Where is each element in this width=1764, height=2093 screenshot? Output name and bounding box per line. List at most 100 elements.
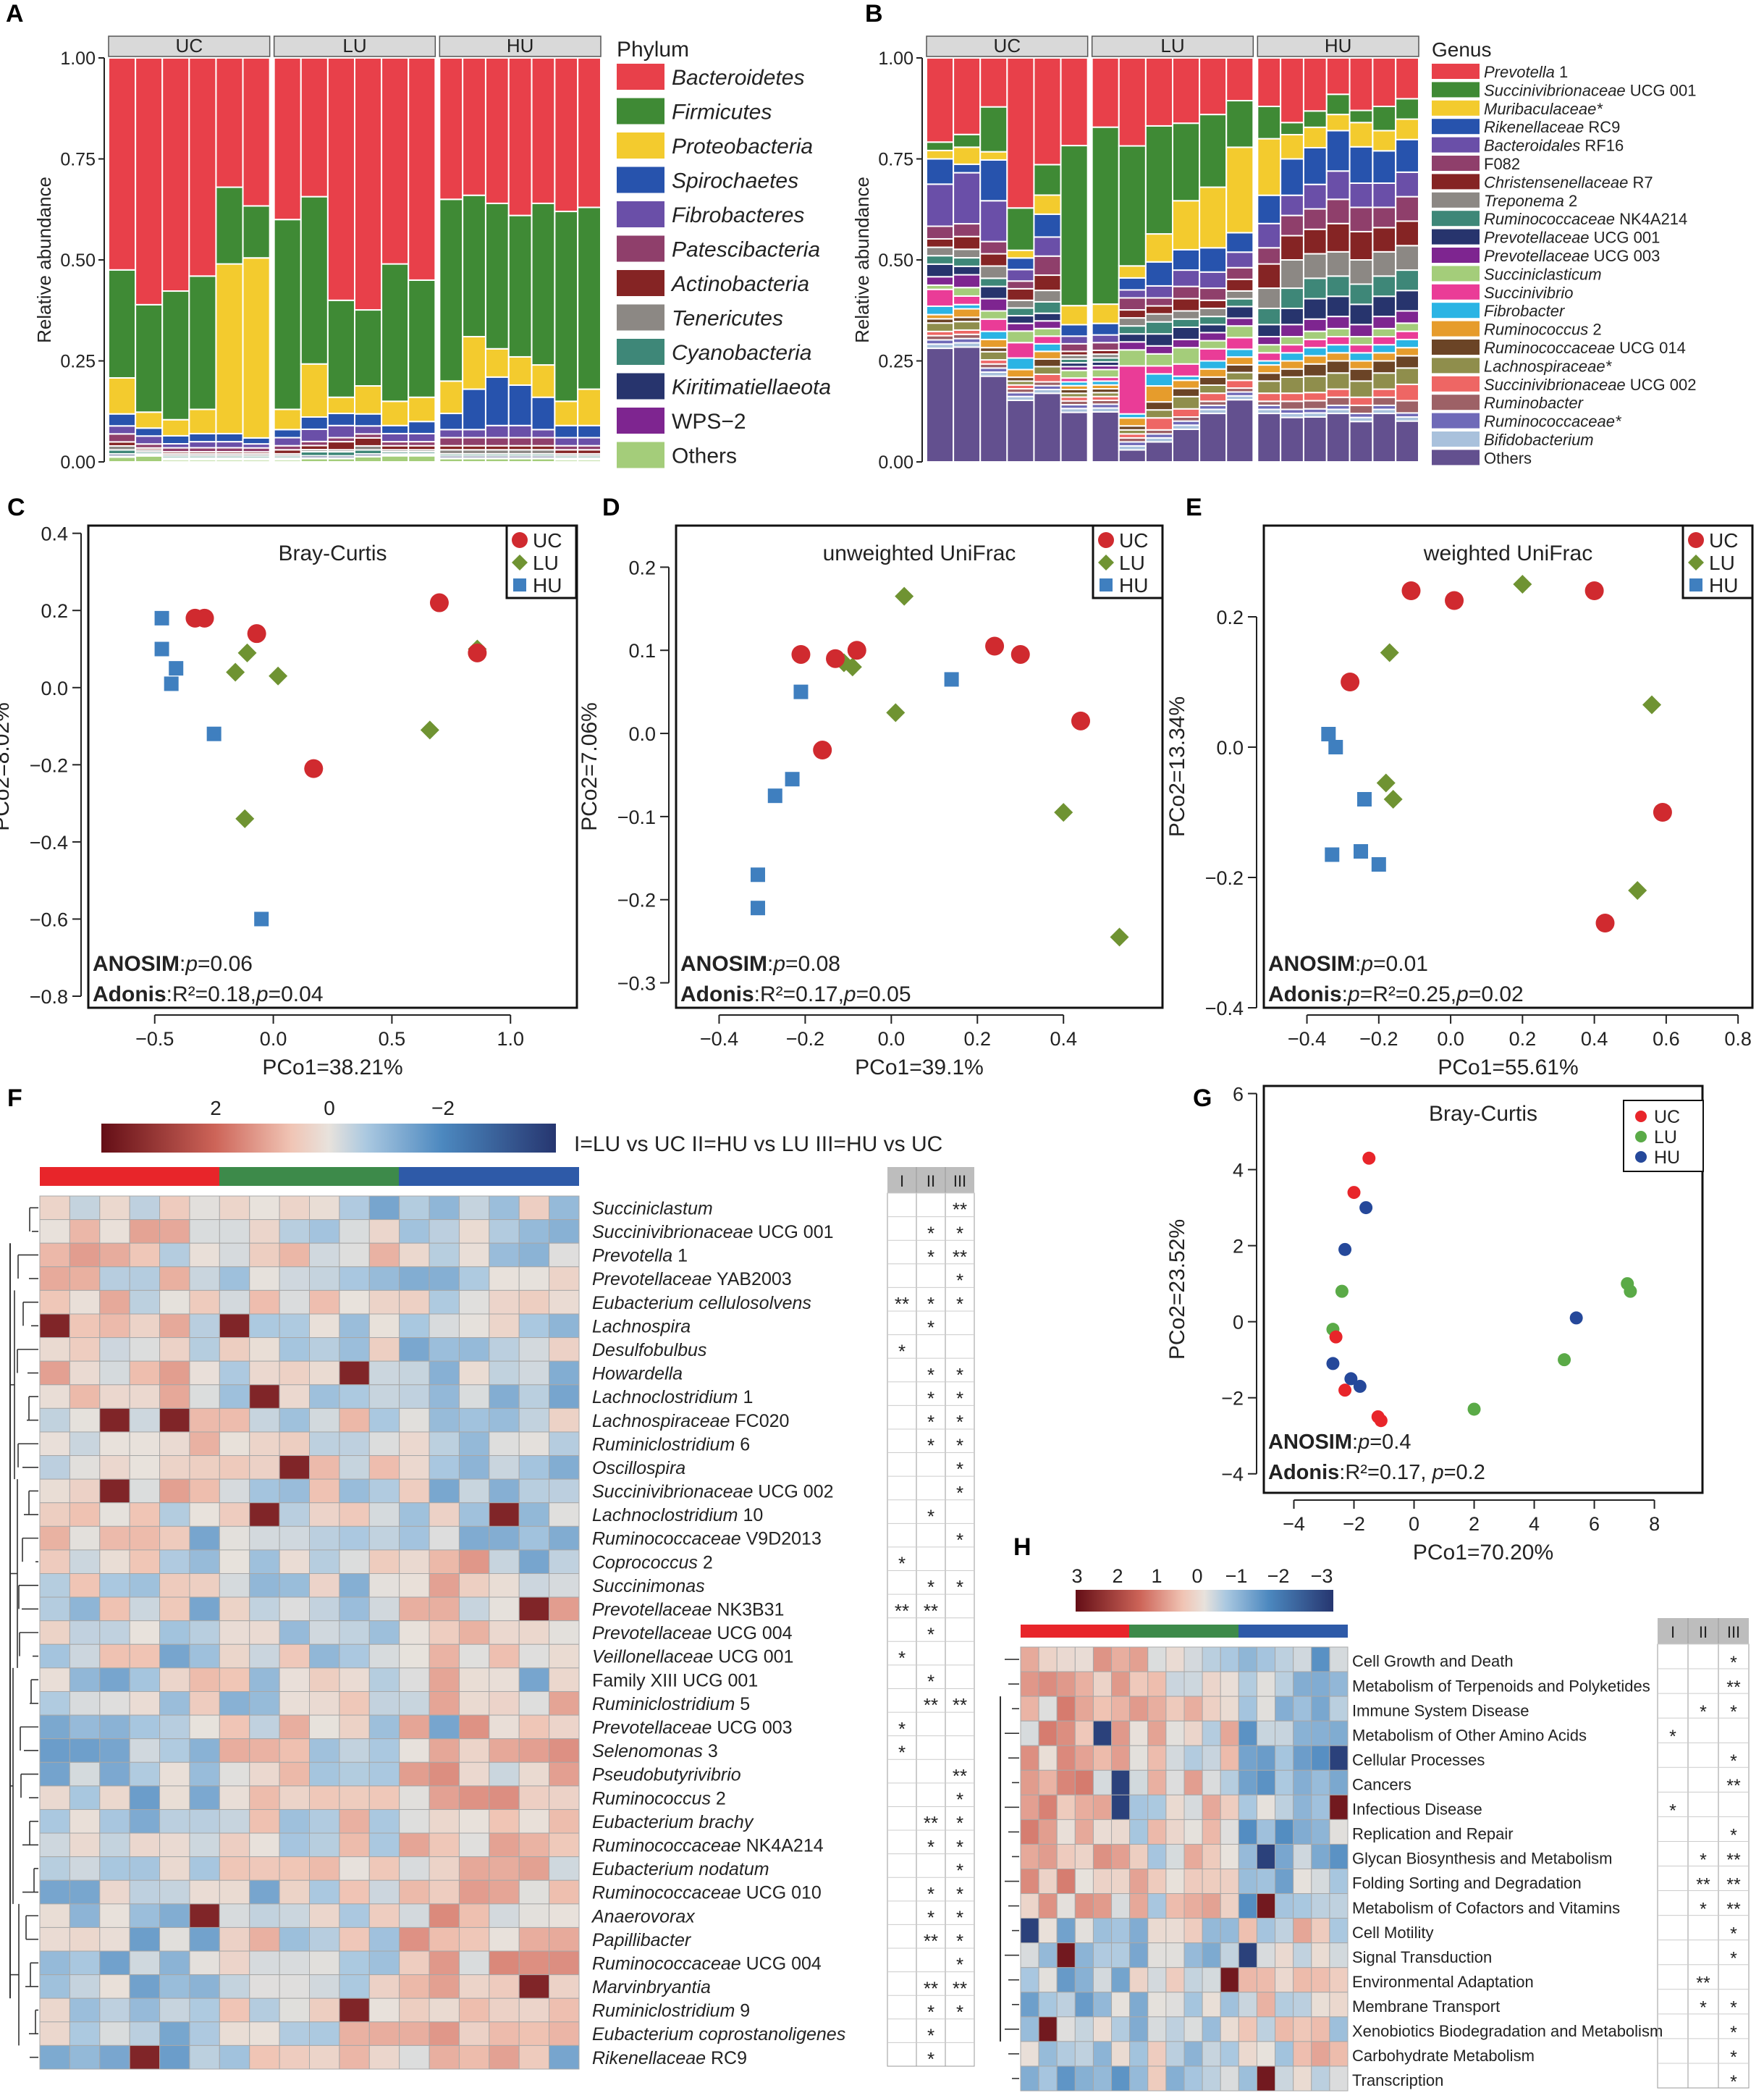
bar-segment: [1280, 360, 1304, 370]
point-lu: [886, 703, 906, 723]
heatmap-cell: [99, 1690, 130, 1716]
x-tick-label: 0.0: [878, 1028, 906, 1050]
bar-segment: [161, 57, 190, 292]
heatmap-cell: [1074, 1769, 1094, 1795]
bar-segment: [135, 411, 164, 429]
heatmap-cell: [1165, 1671, 1185, 1697]
bar-segment: [1199, 376, 1228, 386]
heatmap-cell: [309, 1950, 340, 1976]
bar-segment: [300, 57, 329, 198]
heatmap-cell: [1220, 1794, 1239, 1820]
legend-swatch: [1432, 395, 1480, 410]
heatmap-cell: [518, 1289, 550, 1315]
heatmap-cell: [129, 1525, 161, 1551]
bar-segment: [300, 428, 329, 442]
bar-segment: [531, 364, 556, 398]
significance-mark: *: [1730, 2023, 1737, 2043]
row-label: Infectious Disease: [1352, 1801, 1482, 1819]
significance-mark: *: [1730, 2072, 1737, 2092]
heatmap-cell: [339, 1525, 370, 1551]
bar-segment: [1033, 366, 1062, 375]
legend-entry: Treponema 2: [1484, 192, 1577, 210]
text-span: p: [1431, 1461, 1443, 1484]
text-span: ANOSIM: [1268, 952, 1355, 976]
heatmap-cell: [39, 1219, 70, 1244]
heatmap-cell: [159, 1549, 190, 1575]
heatmap-cell: [549, 1289, 580, 1315]
row-label: Papillibacter: [592, 1930, 692, 1950]
legend-entry: UC: [1654, 1107, 1680, 1127]
bar-segment: [1225, 100, 1254, 148]
bar-segment: [507, 57, 533, 216]
group-bar-uc: [1021, 1625, 1129, 1638]
heatmap-cell: [1165, 1918, 1185, 1944]
heatmap-cell: [339, 1879, 370, 1905]
bar-segment: [1395, 322, 1419, 332]
significance-mark: **: [924, 1930, 938, 1952]
significance-mark: *: [956, 1576, 963, 1598]
bar-segment: [135, 427, 164, 437]
heatmap-cell: [1111, 1769, 1131, 1795]
heatmap-cell: [1256, 1893, 1276, 1919]
heatmap-cell: [1038, 1843, 1058, 1869]
point-uc: [1401, 581, 1421, 600]
text-span: Ruminococcaceae: [592, 1883, 741, 1903]
heatmap-cell: [129, 1195, 161, 1221]
heatmap-cell: [189, 1407, 220, 1433]
heatmap-cell: [1092, 1869, 1113, 1895]
bar-segment: [439, 198, 464, 382]
heatmap-cell: [549, 1903, 580, 1928]
bar-segment: [1033, 335, 1062, 345]
bar-segment: [1372, 396, 1397, 406]
bar-segment: [577, 437, 602, 447]
heatmap-cell: [39, 1926, 70, 1952]
heatmap-cell: [489, 1195, 520, 1221]
heatmap-cell: [1238, 1918, 1257, 1944]
heatmap-cell: [399, 1195, 430, 1221]
text-span: Prevotellaceae: [592, 1600, 712, 1620]
heatmap-cell: [309, 2021, 340, 2046]
bar-segment: [1091, 410, 1120, 463]
text-span: ANOSIM: [680, 952, 767, 976]
legend-phylum: PhylumBacteroidetesFirmicutesProteobacte…: [617, 38, 831, 468]
bar-segment: [1302, 375, 1328, 394]
bar-segment: [1144, 233, 1174, 263]
row-label: Ruminiclostridium 5: [592, 1694, 750, 1714]
sig-header-label: II: [1699, 1623, 1708, 1641]
sig-header: [1658, 1618, 1749, 1644]
bar-segment: [1118, 309, 1147, 319]
heatmap-cell: [1129, 1942, 1149, 1968]
heatmap-cell: [309, 1289, 340, 1315]
heatmap-cell: [249, 1455, 280, 1480]
heatmap-cell: [249, 1690, 280, 1716]
heatmap-cell: [279, 1337, 311, 1362]
bar-segment: [953, 57, 982, 135]
x-tick-label: 0.8: [1724, 1028, 1752, 1050]
significance-mark: *: [927, 2001, 934, 2023]
bar-segment: [108, 433, 137, 443]
heatmap-cell: [39, 1761, 70, 1787]
bar-segment: [300, 363, 329, 418]
heatmap-cell: [1074, 1819, 1094, 1845]
panel-d: −0.4 −0.2 0.0 0.2 0.4−0.3−0.2−0.10.00.10.2PC…: [578, 524, 1164, 1079]
bar-segment: [1118, 145, 1147, 267]
bar-segment: [1033, 290, 1062, 303]
legend-entry: Succiniclasticum: [1484, 265, 1602, 283]
heatmap-cell: [39, 1478, 70, 1504]
bar-segment: [273, 57, 302, 221]
significance-mark: *: [927, 1246, 934, 1268]
bar-segment: [215, 263, 244, 434]
text-span: Ruminiclostridium: [592, 2001, 735, 2021]
text-span: =0.02: [1469, 982, 1524, 1006]
heatmap-cell: [1220, 1843, 1239, 1869]
heatmap-cell: [1238, 1696, 1257, 1722]
bar-segment: [1325, 413, 1351, 463]
heatmap-cell: [249, 1738, 280, 1763]
bar-segment: [577, 388, 602, 426]
heatmap-cell: [1111, 1671, 1131, 1697]
bar-segment: [108, 413, 137, 427]
heatmap-cell: [39, 1879, 70, 1905]
legend-entry: Cyanobacteria: [672, 341, 811, 365]
bar-segment: [1172, 363, 1201, 377]
heatmap-cell: [219, 1856, 250, 1881]
